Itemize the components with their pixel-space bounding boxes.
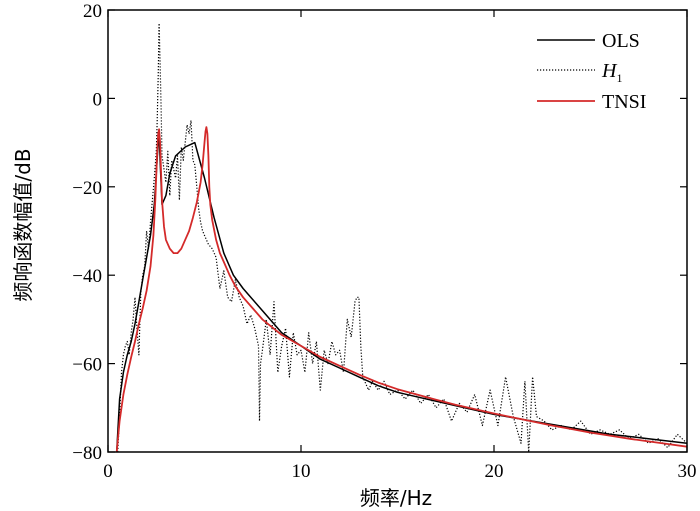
- tick-labels: 0 10 20 30 20 0 −20 −40 −60 −80: [72, 1, 696, 482]
- legend-tnsi-label: TNSI: [602, 91, 646, 113]
- plot-frame: [107, 9, 688, 453]
- x-tick-label: 10: [292, 461, 311, 482]
- y-tick-label: −80: [72, 443, 102, 464]
- series-tnsi-line: [115, 126, 687, 452]
- y-tick-label: −20: [72, 178, 102, 199]
- y-axis-title: 频响函数幅值/dB: [11, 148, 35, 301]
- x-tick-label: 30: [678, 461, 697, 482]
- series-ols-line: [115, 133, 687, 452]
- series-h1-line: [117, 22, 687, 452]
- y-tick-label: −40: [72, 266, 102, 287]
- axis-ticks: [107, 9, 688, 453]
- x-tick-label: 20: [485, 461, 504, 482]
- y-tick-label: −60: [72, 355, 102, 376]
- x-axis-title: 频率/Hz: [360, 486, 432, 510]
- legend-ols-label: OLS: [602, 30, 640, 52]
- y-tick-label: 0: [93, 89, 103, 110]
- legend: OLS H1 TNSI: [537, 30, 646, 113]
- legend-h1-label: H1: [601, 60, 622, 85]
- series-lines: [115, 22, 687, 452]
- y-tick-label: 20: [83, 1, 102, 22]
- x-tick-label: 0: [103, 461, 113, 482]
